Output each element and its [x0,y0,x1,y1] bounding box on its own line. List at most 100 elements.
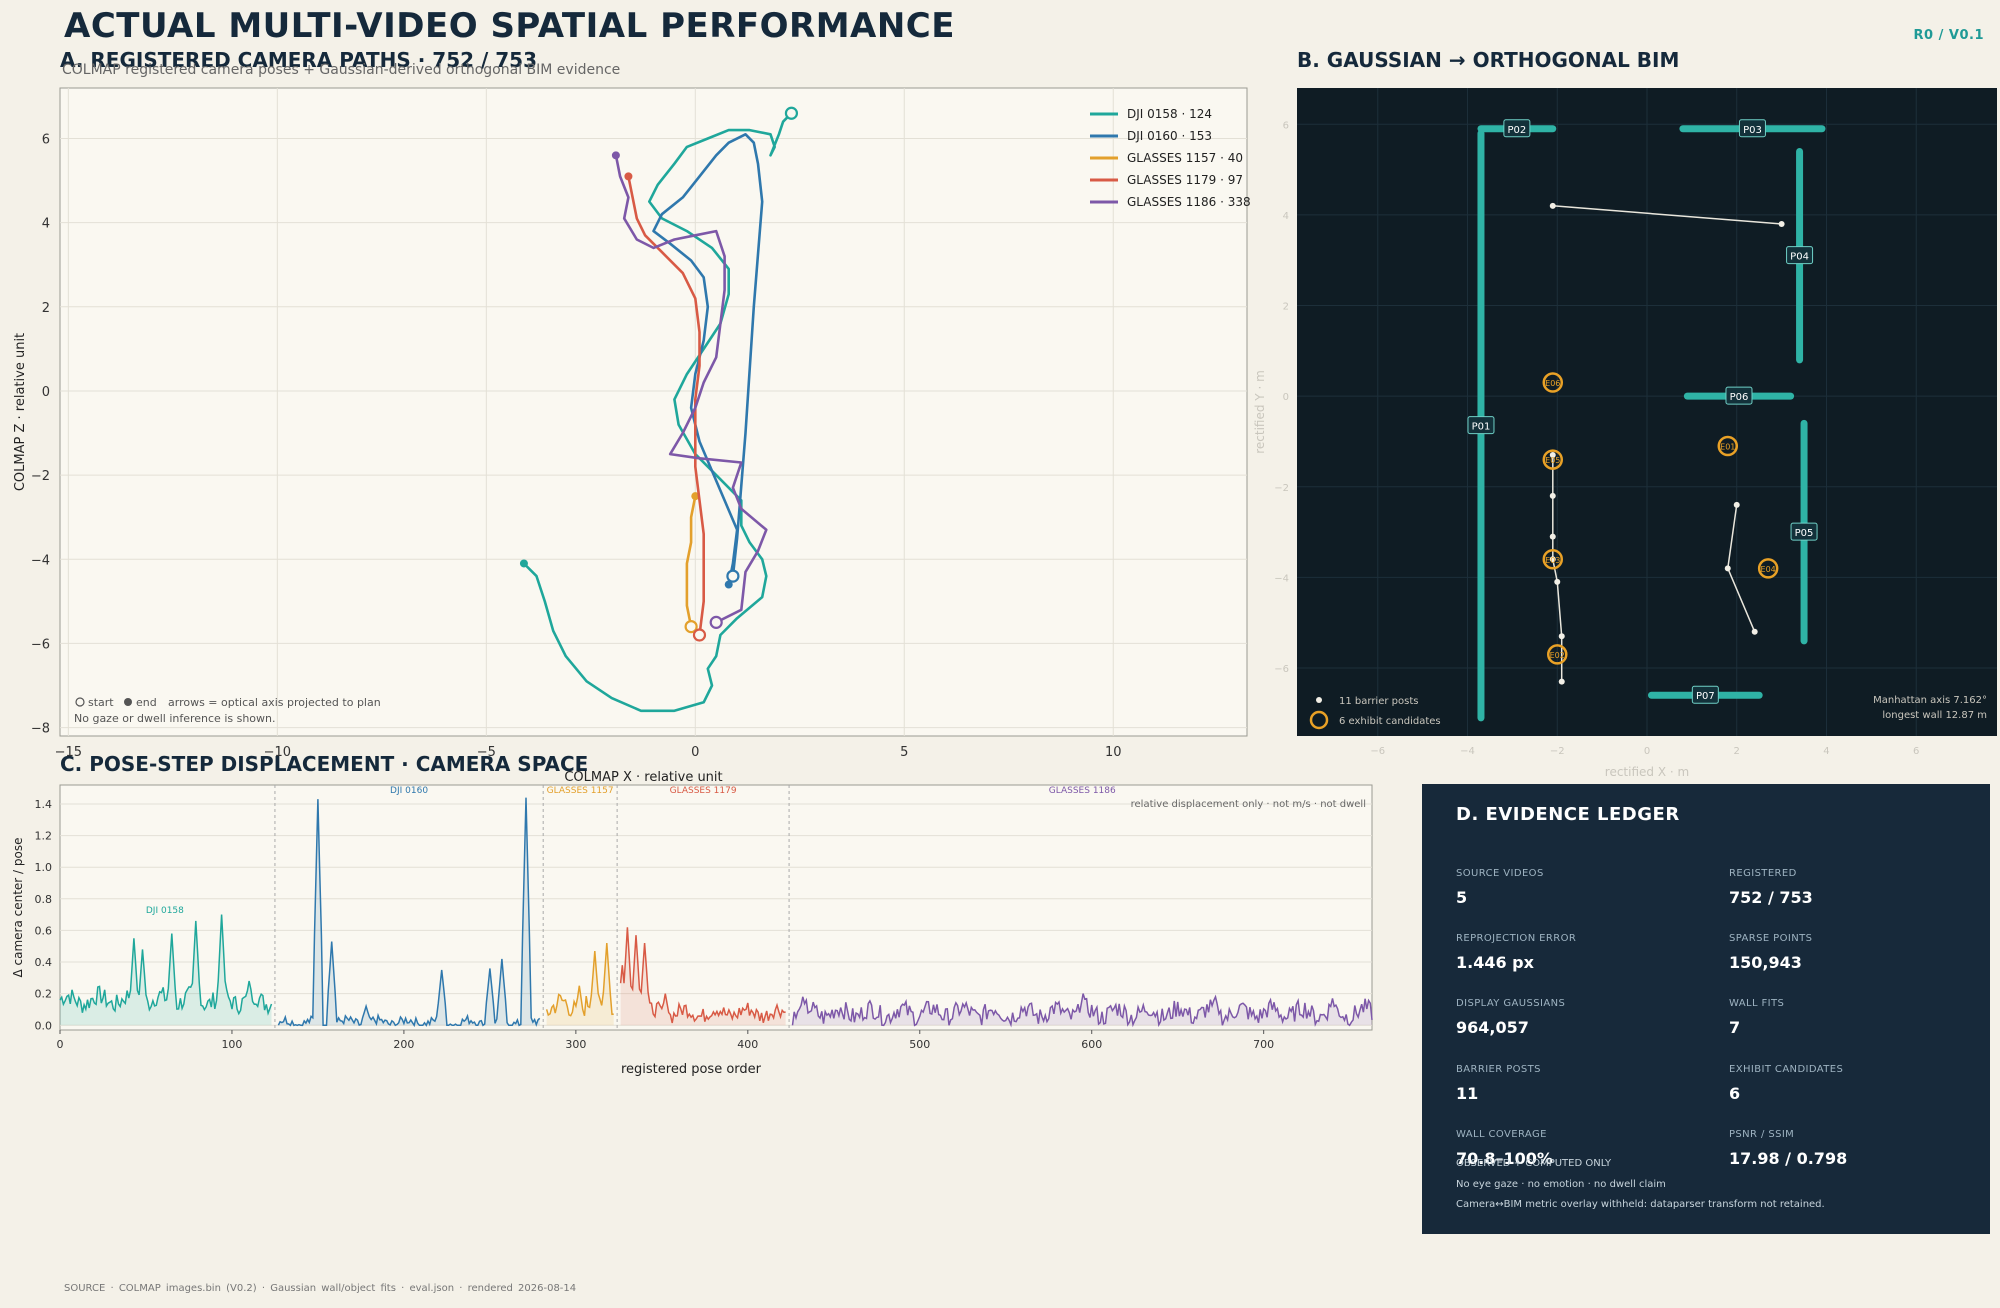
x-tick-label-b: −2 [1550,746,1565,757]
ledger-title: D. EVIDENCE LEDGER [1456,804,1680,825]
x-axis-label-a: COLMAP X · relative unit [564,770,722,785]
wall-label: P06 [1730,392,1749,403]
x-tick-label-c: 300 [565,1038,586,1051]
note-inference: No gaze or dwell inference is shown. [74,712,276,725]
x-axis-label-c: registered pose order [621,1062,762,1077]
y-tick-label-a: −2 [31,469,50,484]
wall-label: P03 [1743,125,1762,136]
x-tick-label-c: 200 [393,1038,414,1051]
x-tick-label-b: 2 [1734,746,1740,757]
legend-end-icon [124,698,132,706]
exhibit-label: E01 [1720,442,1735,451]
legend-exhibits: 6 exhibit candidates [1339,716,1441,727]
camera-path-line [627,176,705,636]
wall-label: P04 [1790,252,1809,263]
ledger-value-source-videos: 5 [1456,888,1468,907]
panel-b-title: B. GAUSSIAN → ORTHOGONAL BIM [1297,48,1680,72]
legend-start-icon [75,697,85,707]
displacement-line [619,927,786,1024]
y-tick-label-c: 0.2 [35,988,53,1001]
x-axis-label-b: rectified X · m [1605,765,1689,779]
displacement-area [620,927,786,1026]
ledger-value-registered: 752 / 753 [1729,888,1813,907]
barrier-post [1554,578,1561,585]
ledger-label-psnr-ssim: PSNR / SSIM [1729,1129,1795,1140]
y-tick-label-b: 6 [1283,120,1289,131]
note-arrows: arrows = optical axis projected to plan [168,696,381,709]
segment-label: GLASSES 1186 [1049,786,1116,796]
legend-label: GLASSES 1186 · 338 [1127,195,1251,209]
y-tick-label-a: −4 [31,553,50,568]
y-tick-label-b: 2 [1283,302,1289,313]
version-badge: R0 / V0.1 [1913,28,1984,43]
x-tick-label-c: 0 [57,1038,64,1051]
barrier-post [1724,565,1731,572]
exhibit-label: E02 [1550,651,1565,660]
ledger-value-reprojection-error: 1.446 px [1456,953,1534,972]
panel-c-title: C. POSE-STEP DISPLACEMENT · CAMERA SPACE [60,752,589,776]
exhibit-label: E03 [1545,556,1560,565]
barrier-post [1549,452,1556,459]
plot-area-a [59,87,1248,737]
ledger-observed-note: OBSERVED + COMPUTED ONLY [1456,1158,1612,1169]
y-tick-label-c: 0.8 [35,893,53,906]
legend-label: GLASSES 1179 · 97 [1127,173,1243,187]
ledger-label-source-videos: SOURCE VIDEOS [1456,868,1544,879]
y-tick-label-b: 0 [1283,392,1289,403]
panel-a-subtitle: COLMAP registered camera poses + Gaussia… [62,62,621,78]
y-tick-label-b: −2 [1274,483,1289,494]
x-tick-label-a: −15 [55,745,82,760]
segment-label: GLASSES 1157 [547,786,614,796]
x-tick-label-c: 500 [909,1038,930,1051]
y-tick-label-a: 2 [42,301,50,316]
x-tick-label-c: 600 [1081,1038,1102,1051]
y-tick-label-a: −8 [31,722,50,737]
wall-label-box [1738,119,1766,138]
path-end-marker [684,619,698,634]
ledger-label-registered: REGISTERED [1729,868,1797,879]
barrier-post [1549,202,1556,209]
ledger-note-1: No eye gaze · no emotion · no dwell clai… [1456,1179,1666,1190]
wall-label-box [1691,685,1719,704]
x-tick-label-a: 0 [691,745,699,760]
note-start: start [88,696,114,709]
wall-label: P01 [1472,422,1491,433]
y-tick-label-b: 4 [1283,211,1289,222]
y-axis-label-b: rectified Y · m [1253,370,1267,454]
exhibit-candidate [1717,435,1739,457]
segment-label: DJI 0158 [146,906,184,916]
y-tick-label-b: −6 [1274,664,1289,675]
wall-label: P02 [1507,125,1526,136]
displacement-line [791,993,1373,1028]
legend-label: DJI 0160 · 153 [1127,129,1212,143]
y-axis-label-a: COLMAP Z · relative unit [13,333,28,491]
wall-label-box [1467,416,1495,435]
wall-label-box [1503,119,1531,138]
exhibit-label: E05 [1545,456,1560,465]
ledger-value-barrier-posts: 11 [1456,1084,1479,1103]
y-tick-label-c: 0.4 [35,956,53,969]
panel-a-title: A. REGISTERED CAMERA PATHS · 752 / 753 [60,48,538,72]
wall-label-box [1725,386,1753,405]
legend-post-icon [1316,697,1322,703]
wall-label-box [1790,522,1818,541]
camera-path-line [614,155,768,624]
y-axis-label-c: Δ camera center / pose [11,837,25,977]
camera-path-line [652,133,764,585]
segment-label: GLASSES 1179 [670,786,737,796]
barrier-post [1733,501,1740,508]
y-tick-label-a: −6 [31,637,50,652]
path-start-marker [611,151,620,160]
y-tick-label-c: 0.0 [35,1019,53,1032]
exhibit-candidate [1542,549,1564,570]
path-start-marker [724,580,733,589]
y-tick-label-a: 4 [42,217,50,232]
legend-exhibit-icon [1309,710,1329,730]
displacement-line [277,797,541,1028]
y-tick-label-c: 1.4 [35,798,53,811]
x-tick-label-b: 0 [1644,746,1650,757]
exhibit-candidate [1542,449,1564,470]
y-tick-label-c: 1.0 [35,861,53,874]
ledger-value-wall-fits: 7 [1729,1018,1741,1037]
barrier-post [1778,220,1785,227]
